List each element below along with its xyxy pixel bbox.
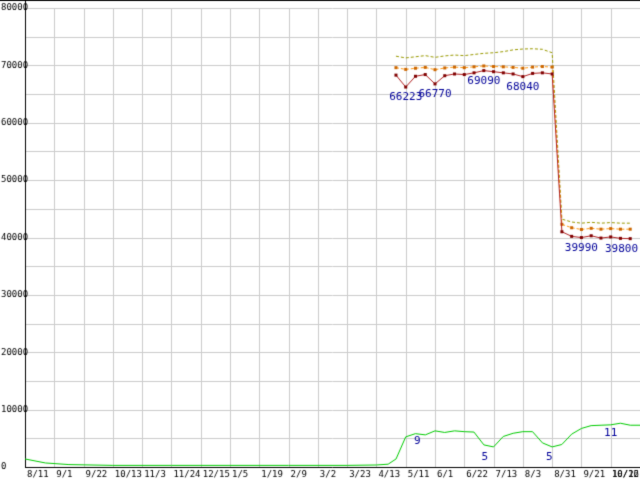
statistics-line-chart	[0, 0, 640, 480]
line-chart-canvas	[0, 0, 640, 480]
